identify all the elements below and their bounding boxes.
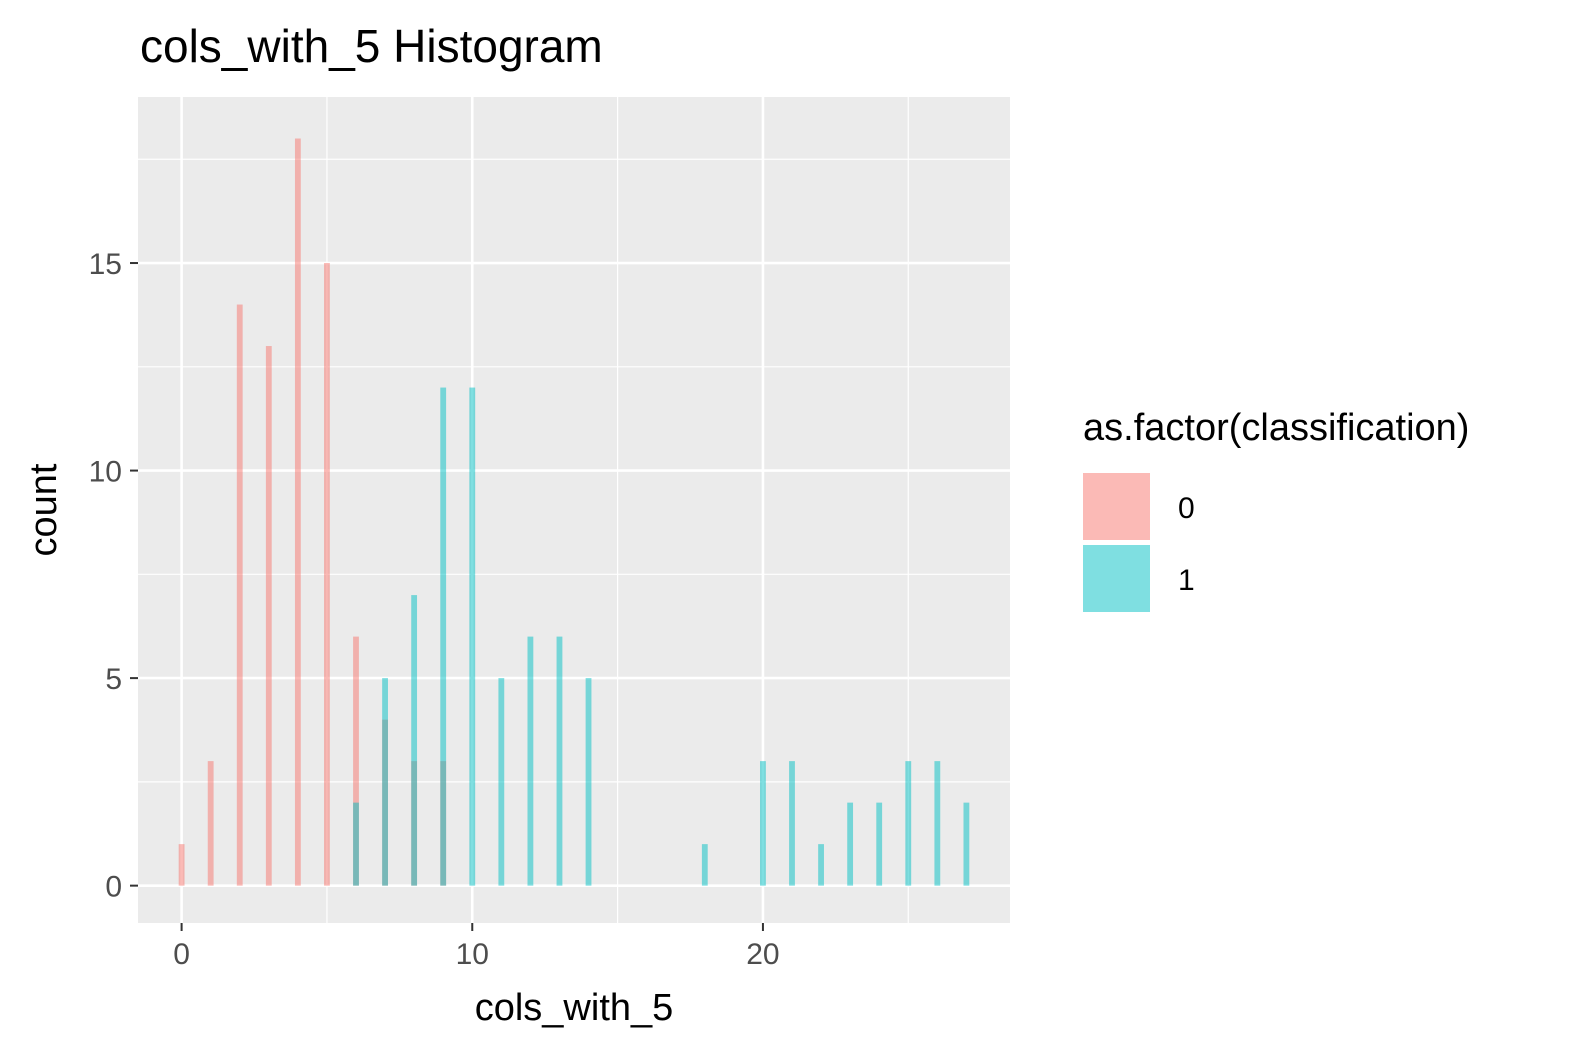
bar-series-0-x6 [353,636,359,886]
plot-panel [138,97,1010,923]
y-axis-title: count [23,463,65,556]
bar-series-1-x9 [440,387,447,886]
legend-label-1: 1 [1178,564,1195,597]
legend-key-0 [1083,473,1150,540]
bar-series-1-x11 [498,678,505,886]
x-axis-title: cols_with_5 [475,987,674,1029]
legend-title: as.factor(classification) [1083,407,1469,449]
bar-series-1-x18 [701,844,708,886]
bar-series-1-x14 [585,678,592,886]
bar-series-1-x24 [876,802,883,886]
y-tick-label: 0 [105,871,122,904]
legend-key-1 [1083,545,1150,612]
grid-minor [138,97,1010,923]
series-1-bars [353,387,970,886]
bar-series-0-x2 [236,304,243,886]
bar-series-1-x26 [934,761,941,886]
bar-series-0-x5 [324,263,330,886]
bar-series-0-x4 [294,138,301,886]
bar-series-1-x8 [411,595,418,886]
x-tick-label: 10 [456,938,489,971]
bar-series-0-x3 [265,346,272,886]
y-tick-label: 10 [89,456,122,489]
bar-series-1-x12 [527,636,534,886]
bar-series-1-x23 [847,802,854,886]
y-tick-label: 5 [105,663,122,696]
bar-series-1-x22 [818,844,824,886]
bar-series-0-x1 [207,761,214,886]
bar-series-1-x21 [789,761,795,886]
bar-series-0-x0 [178,844,185,886]
y-axis-ticks: 0 5 10 15 [89,248,138,904]
chart-title: cols_with_5 Histogram [140,20,603,72]
bar-series-1-x20 [760,761,766,886]
bar-series-1-x7 [382,678,388,886]
x-axis-ticks: 0 10 20 [173,923,780,971]
x-tick-label: 0 [173,938,190,971]
bar-series-1-x10 [469,387,476,886]
legend: as.factor(classification) 0 1 [1083,407,1469,612]
legend-label-0: 0 [1178,492,1195,525]
bar-series-1-x6 [353,802,359,886]
bar-series-1-x25 [905,761,912,886]
y-tick-label: 15 [89,248,122,281]
x-tick-label: 20 [746,938,779,971]
bar-series-1-x27 [963,802,970,886]
bar-series-1-x13 [556,636,563,886]
